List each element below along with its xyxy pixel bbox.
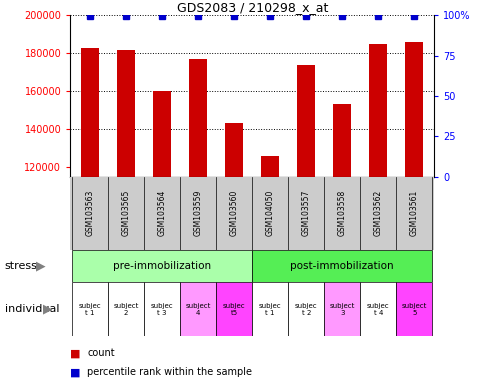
Bar bbox=[225, 122, 242, 177]
Bar bbox=[360, 282, 395, 336]
Bar bbox=[252, 282, 287, 336]
Bar bbox=[324, 282, 360, 336]
Text: subjec
t 1: subjec t 1 bbox=[258, 303, 281, 316]
Text: GSM103561: GSM103561 bbox=[409, 190, 418, 236]
Text: ▶: ▶ bbox=[36, 260, 46, 272]
Text: GSM103557: GSM103557 bbox=[301, 190, 310, 236]
Text: pre-immobilization: pre-immobilization bbox=[113, 261, 211, 271]
Bar bbox=[72, 282, 108, 336]
Bar bbox=[117, 50, 135, 177]
Text: subjec
t5: subjec t5 bbox=[223, 303, 245, 316]
Text: GSM103563: GSM103563 bbox=[86, 190, 94, 236]
Bar bbox=[297, 65, 315, 177]
Text: ■: ■ bbox=[70, 367, 81, 377]
Bar bbox=[405, 42, 423, 177]
Bar bbox=[180, 282, 216, 336]
Bar bbox=[333, 104, 350, 177]
Text: GSM103558: GSM103558 bbox=[337, 190, 346, 236]
Text: GSM103565: GSM103565 bbox=[121, 190, 130, 236]
Bar bbox=[261, 156, 279, 177]
Text: ▶: ▶ bbox=[43, 303, 52, 316]
Bar bbox=[216, 282, 252, 336]
Bar bbox=[144, 282, 180, 336]
Bar bbox=[368, 44, 386, 177]
Text: ■: ■ bbox=[70, 348, 81, 358]
Bar bbox=[153, 91, 171, 177]
Text: GSM104050: GSM104050 bbox=[265, 190, 274, 236]
Bar bbox=[252, 250, 431, 282]
Bar bbox=[81, 48, 99, 177]
Bar bbox=[287, 282, 324, 336]
Text: count: count bbox=[87, 348, 115, 358]
Text: individual: individual bbox=[5, 304, 59, 314]
Title: GDS2083 / 210298_x_at: GDS2083 / 210298_x_at bbox=[176, 1, 327, 14]
Text: post-immobilization: post-immobilization bbox=[290, 261, 393, 271]
Text: subject
5: subject 5 bbox=[401, 303, 426, 316]
Text: stress: stress bbox=[5, 261, 38, 271]
Bar bbox=[189, 59, 207, 177]
Text: GSM103560: GSM103560 bbox=[229, 190, 238, 236]
Text: subjec
t 3: subjec t 3 bbox=[151, 303, 173, 316]
Text: subjec
t 2: subjec t 2 bbox=[294, 303, 317, 316]
Text: percentile rank within the sample: percentile rank within the sample bbox=[87, 367, 252, 377]
Text: subject
4: subject 4 bbox=[185, 303, 211, 316]
Text: GSM103562: GSM103562 bbox=[373, 190, 382, 236]
Text: subjec
t 1: subjec t 1 bbox=[79, 303, 101, 316]
Text: GSM103564: GSM103564 bbox=[157, 190, 166, 236]
Bar bbox=[395, 282, 431, 336]
Bar bbox=[108, 282, 144, 336]
Text: GSM103559: GSM103559 bbox=[193, 190, 202, 236]
Bar bbox=[72, 250, 252, 282]
Text: subject
3: subject 3 bbox=[329, 303, 354, 316]
Text: subjec
t 4: subjec t 4 bbox=[366, 303, 389, 316]
Text: subject
2: subject 2 bbox=[113, 303, 138, 316]
